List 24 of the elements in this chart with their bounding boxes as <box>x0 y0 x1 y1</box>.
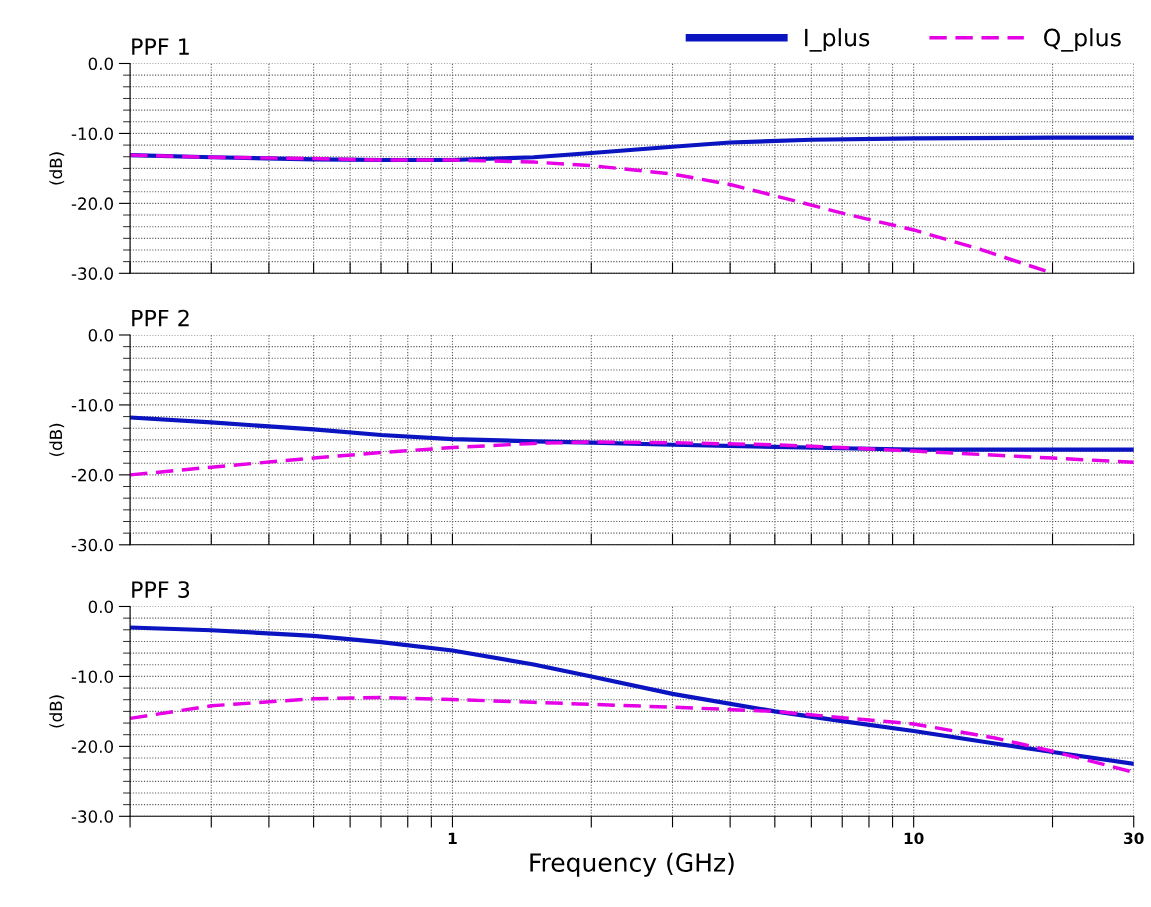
y-tick-label: -10.0 <box>71 127 113 140</box>
y-tick-label: -30.0 <box>71 267 113 280</box>
y-tick-label: -30.0 <box>71 538 113 552</box>
y-axis-title: (dB) <box>49 152 65 185</box>
y-tick-label: 0.0 <box>88 600 113 614</box>
x-tick-label: 10 <box>904 832 924 845</box>
chart-title: PPF 1 <box>132 38 189 55</box>
x-tick-label: 1 <box>448 832 457 844</box>
chart-title: PPF 2 <box>132 309 189 327</box>
y-axis-title: (dB) <box>49 695 65 728</box>
y-tick-label: -20.0 <box>71 197 113 210</box>
y-tick-label: -30.0 <box>71 810 113 823</box>
y-tick-label: -10.0 <box>71 398 113 412</box>
legend-label: I_plus <box>805 28 870 52</box>
y-tick-label: 0.0 <box>88 328 113 342</box>
x-axis-title: Frequency (GHz) <box>530 852 734 877</box>
x-tick-label: 30 <box>1124 832 1144 845</box>
y-tick-label: -20.0 <box>71 468 113 482</box>
chart-title: PPF 3 <box>132 581 190 598</box>
y-tick-label: -10.0 <box>71 670 113 683</box>
y-tick-label: 0.0 <box>88 57 113 71</box>
legend-label: Q_plus <box>1044 28 1121 52</box>
y-tick-label: -20.0 <box>71 740 113 753</box>
y-axis-title: (dB) <box>49 423 65 456</box>
